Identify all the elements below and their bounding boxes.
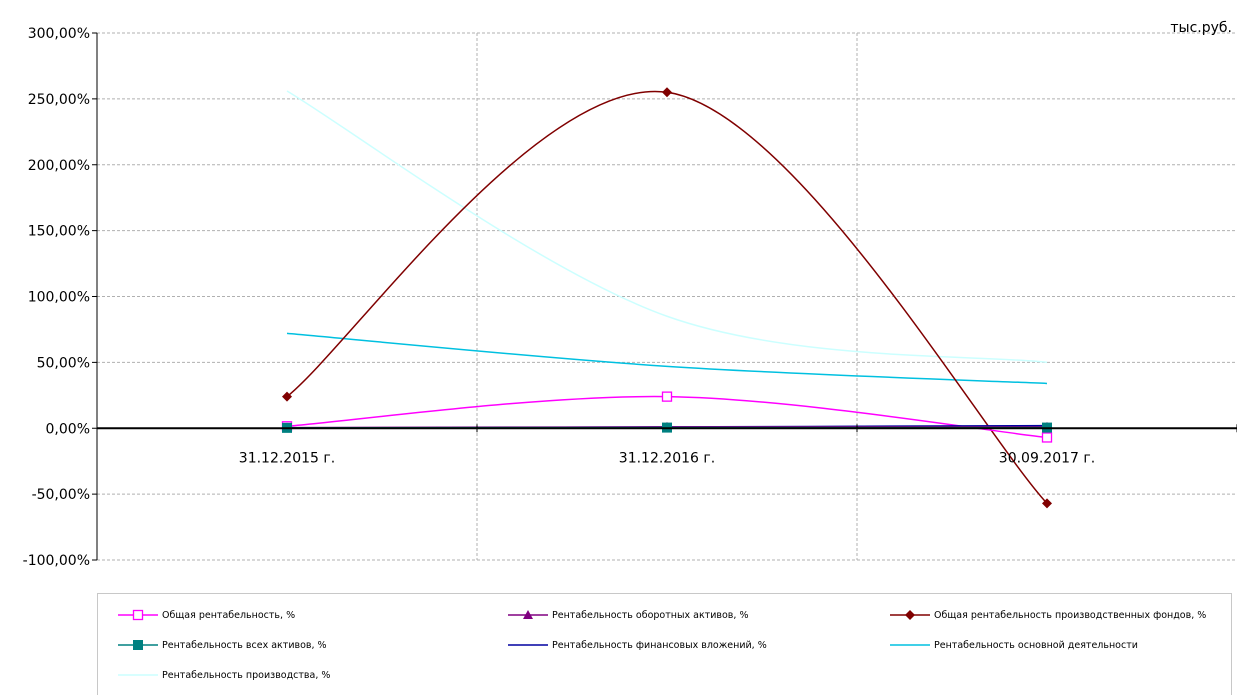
y-tick-label: -50,00%	[32, 487, 90, 503]
data-point	[132, 609, 144, 621]
series-7	[286, 90, 1048, 364]
x-tick-label: 31.12.2016 г.	[619, 450, 715, 466]
series-line	[286, 90, 1048, 504]
legend-label: Рентабельность основной деятельности	[934, 639, 1138, 651]
legend-swatch	[508, 644, 548, 646]
x-tick-label: 30.09.2017 г.	[999, 450, 1095, 466]
y-tick-label: 50,00%	[37, 355, 90, 371]
y-tick-label: -100,00%	[23, 553, 90, 569]
series-layer	[281, 87, 1053, 509]
series-6	[286, 332, 1048, 385]
unit-label: тыс.руб.	[1170, 20, 1232, 36]
legend-swatch	[890, 644, 930, 646]
y-tick-label: 250,00%	[28, 92, 90, 108]
legend-swatch	[508, 610, 548, 619]
series-line	[286, 332, 1048, 385]
legend-label: Рентабельность оборотных активов, %	[552, 609, 749, 621]
legend-label: Общая рентабельность производственных фо…	[934, 609, 1207, 621]
y-tick-label: 200,00%	[28, 158, 90, 174]
series-3	[282, 87, 1052, 509]
legend-label: Общая рентабельность, %	[162, 609, 296, 621]
legend-item: Общая рентабельность, %	[118, 607, 295, 623]
legend-item: Рентабельность оборотных активов, %	[508, 607, 748, 623]
data-point	[661, 391, 673, 402]
series-1	[281, 391, 1053, 443]
legend-label: Рентабельность производства, %	[162, 669, 331, 681]
legend-item: Рентабельность производства, %	[118, 667, 330, 683]
legend-item: Рентабельность всех активов, %	[118, 637, 327, 653]
data-point	[133, 640, 143, 650]
y-tick-label: 100,00%	[28, 290, 90, 306]
data-point	[523, 610, 533, 619]
series-line	[286, 90, 1048, 364]
legend: Общая рентабельность, % Рентабельность об…	[97, 593, 1232, 695]
data-point	[282, 391, 292, 402]
legend-swatch	[118, 674, 158, 676]
y-tick-label: 300,00%	[28, 26, 90, 42]
grid	[97, 32, 1237, 561]
legend-swatch	[890, 610, 930, 620]
data-point	[905, 610, 915, 620]
data-point	[662, 87, 672, 98]
data-point	[1041, 432, 1053, 443]
legend-item: Рентабельность основной деятельности	[890, 637, 1138, 653]
y-tick-label: 150,00%	[28, 224, 90, 240]
legend-swatch	[118, 640, 158, 650]
legend-label: Рентабельность всех активов, %	[162, 639, 327, 651]
legend-swatch	[118, 609, 158, 621]
legend-label: Рентабельность финансовых вложений, %	[552, 639, 767, 651]
x-tick-label: 31.12.2015 г.	[239, 450, 335, 466]
data-point	[1042, 498, 1052, 509]
axes: 300,00% 250,00% 200,00% 150,00% 100,00% 50,00…	[23, 26, 1237, 569]
y-tick-label: 0,00%	[46, 421, 90, 437]
chart: 300,00% 250,00% 200,00% 150,00% 100,00% 50,00…	[23, 20, 1237, 569]
legend-item: Рентабельность финансовых вложений, %	[508, 637, 767, 653]
legend-item: Общая рентабельность производственных фо…	[890, 607, 1206, 623]
